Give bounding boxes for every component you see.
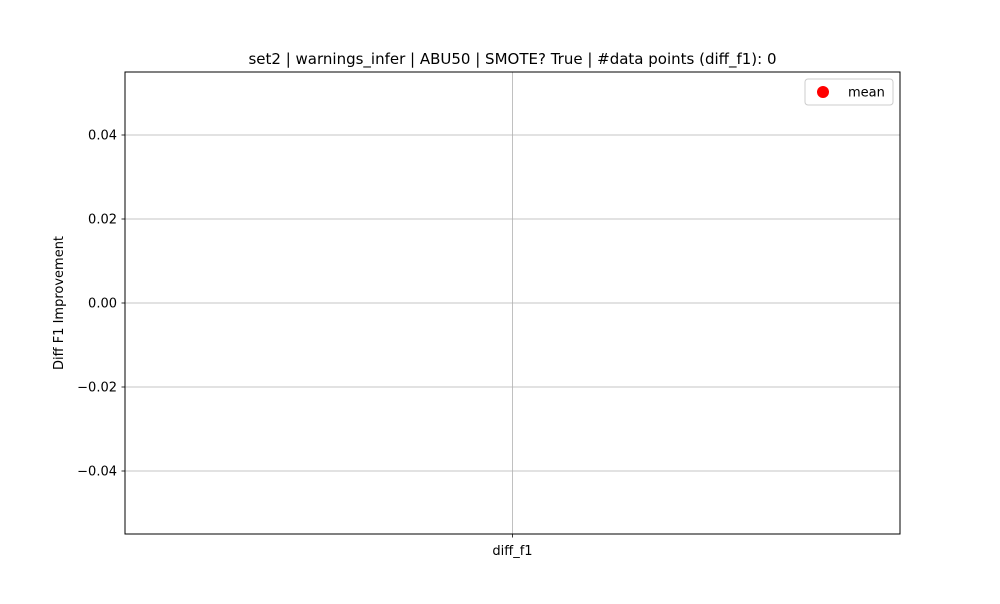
legend-label-mean: mean [848,86,885,101]
y-tick-label: −0.02 [77,381,117,396]
y-tick-label: 0.02 [88,213,117,228]
grid-layer [125,72,900,534]
x-axis-ticks: diff_f1 [492,534,533,559]
legend: mean [804,78,894,106]
legend-box [804,78,894,106]
y-tick-label: −0.04 [77,465,117,480]
y-axis-label: Diff F1 Improvement [52,236,67,370]
legend-marker-mean [817,86,829,98]
x-tick-label: diff_f1 [492,544,532,559]
chart-title: set2 | warnings_infer | ABU50 | SMOTE? T… [248,50,776,69]
y-tick-label: 0.00 [88,297,117,312]
y-axis-ticks: −0.04 −0.02 0.00 0.02 0.04 [77,129,125,480]
y-tick-label: 0.04 [88,129,117,144]
plot-area-frame [124,71,901,535]
